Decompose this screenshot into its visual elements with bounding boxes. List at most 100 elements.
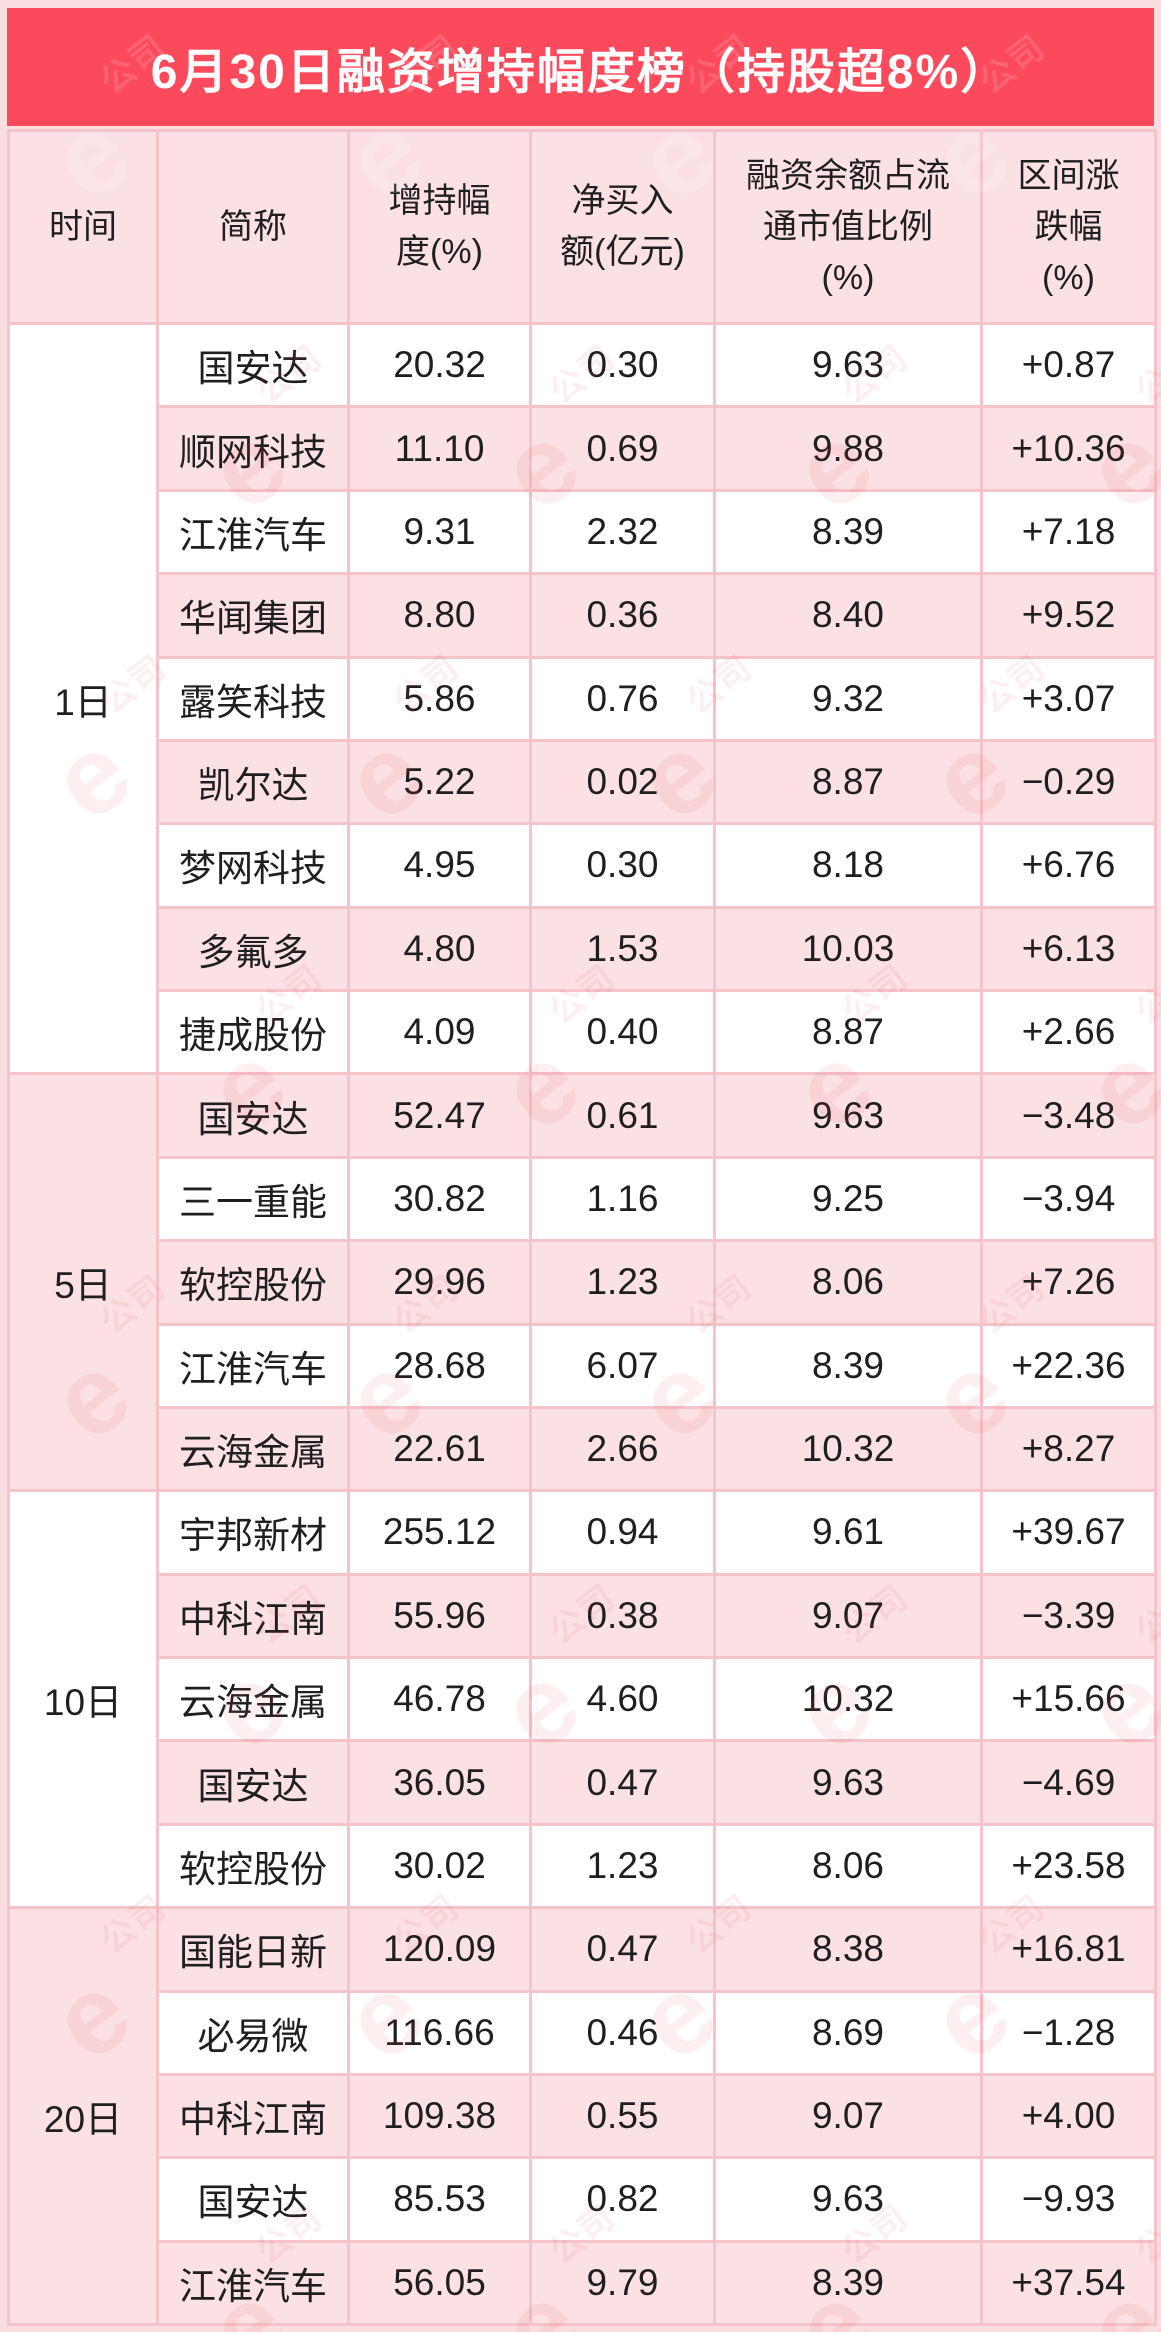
net-buy-amount: 0.02 [529,738,716,826]
range-change: +0.87 [980,321,1157,409]
time-cell: 1日 [7,321,159,1076]
net-buy-amount: 0.76 [529,655,716,742]
stock-name: 必易微 [156,1989,350,2076]
balance-ratio: 8.18 [713,822,983,909]
stock-name: 国安达 [156,2156,350,2243]
balance-ratio: 9.25 [713,1155,983,1243]
balance-ratio: 8.38 [713,1906,983,1993]
increase-pct: 20.32 [347,321,532,409]
stock-name: 软控股份 [156,1239,350,1326]
balance-ratio: 9.32 [713,655,983,742]
table-row: 国安达 36.05 0.47 9.63 −4.69 [9,1739,1157,1826]
net-buy-amount: 0.38 [529,1572,716,1660]
range-change: +10.36 [980,405,1157,492]
increase-pct: 28.68 [347,1322,532,1409]
range-change: −1.28 [980,1989,1157,2076]
net-buy-amount: 0.30 [529,822,716,909]
range-change: +7.18 [980,488,1157,576]
time-cell: 5日 [7,1072,159,1493]
range-change: +6.76 [980,822,1157,909]
increase-pct: 109.38 [347,2072,532,2160]
net-buy-amount: 2.32 [529,488,716,576]
range-change: +7.26 [980,1239,1157,1326]
table-row: 梦网科技 4.95 0.30 8.18 +6.76 [9,822,1157,909]
net-buy-amount: 1.23 [529,1239,716,1326]
time-cell: 20日 [7,1906,159,2326]
table-row: 顺网科技 11.10 0.69 9.88 +10.36 [9,405,1157,492]
table-row: 三一重能 30.82 1.16 9.25 −3.94 [9,1155,1157,1243]
table-row: 捷成股份 4.09 0.40 8.87 +2.66 [9,988,1157,1076]
table-row: 江淮汽车 56.05 9.79 8.39 +37.54 [9,2239,1157,2327]
balance-ratio: 9.61 [713,1489,983,1576]
stock-name: 软控股份 [156,1822,350,1910]
balance-ratio: 8.87 [713,988,983,1076]
balance-ratio: 8.39 [713,488,983,576]
increase-pct: 52.47 [347,1072,532,1159]
net-buy-amount: 2.66 [529,1405,716,1493]
stock-name: 云海金属 [156,1655,350,1743]
increase-pct: 9.31 [347,488,532,576]
stock-name: 宇邦新材 [156,1489,350,1576]
range-change: +15.66 [980,1655,1157,1743]
stock-name: 国安达 [156,1072,350,1159]
increase-pct: 120.09 [347,1906,532,1993]
table-row: 1日 国安达 20.32 0.30 9.63 +0.87 [7,321,1157,1076]
col-header-change: 区间涨 跌幅 (%) [980,129,1157,325]
range-change: +23.58 [980,1822,1157,1910]
range-change: −3.39 [980,1572,1157,1660]
stock-name: 顺网科技 [156,405,350,492]
increase-pct: 85.53 [347,2156,532,2243]
stock-name: 江淮汽车 [156,2239,350,2327]
balance-ratio: 8.39 [713,2239,983,2327]
balance-ratio: 8.06 [713,1822,983,1910]
stock-name: 凯尔达 [156,738,350,826]
table-row: 华闻集团 8.80 0.36 8.40 +9.52 [9,572,1157,659]
table-row: 中科江南 109.38 0.55 9.07 +4.00 [9,2072,1157,2160]
stock-name: 云海金属 [156,1405,350,1493]
stock-name: 露笑科技 [156,655,350,742]
net-buy-amount: 0.40 [529,988,716,1076]
increase-pct: 255.12 [347,1489,532,1576]
time-cell: 10日 [7,1489,159,1910]
net-buy-amount: 0.36 [529,572,716,659]
holdings-table: 时间 简称 增持幅 度(%) 净买入 额(亿元) 融资余额占流 通市值比例 (%) 区间… [7,129,1157,2327]
table-row: 10日 宇邦新材 255.12 0.94 9.61 +39.67 [7,1489,1157,1910]
stock-name: 江淮汽车 [156,488,350,576]
increase-pct: 4.80 [347,905,532,993]
net-buy-amount: 0.46 [529,1989,716,2076]
col-header-time: 时间 [7,129,159,325]
stock-name: 国安达 [156,321,350,409]
col-header-ratio: 融资余额占流 通市值比例 (%) [713,129,983,325]
balance-ratio: 9.88 [713,405,983,492]
balance-ratio: 10.03 [713,905,983,993]
range-change: +2.66 [980,988,1157,1076]
net-buy-amount: 0.61 [529,1072,716,1159]
increase-pct: 30.02 [347,1822,532,1910]
increase-pct: 29.96 [347,1239,532,1326]
balance-ratio: 10.32 [713,1405,983,1493]
stock-name: 梦网科技 [156,822,350,909]
range-change: −0.29 [980,738,1157,826]
increase-pct: 4.09 [347,988,532,1076]
net-buy-amount: 1.53 [529,905,716,993]
balance-ratio: 8.40 [713,572,983,659]
table-row: 露笑科技 5.86 0.76 9.32 +3.07 [9,655,1157,742]
net-buy-amount: 0.69 [529,405,716,492]
stock-name: 多氟多 [156,905,350,993]
stock-name: 国能日新 [156,1906,350,1993]
balance-ratio: 9.63 [713,1739,983,1826]
range-change: +37.54 [980,2239,1157,2327]
increase-pct: 22.61 [347,1405,532,1493]
increase-pct: 36.05 [347,1739,532,1826]
balance-ratio: 8.87 [713,738,983,826]
stock-name: 华闻集团 [156,572,350,659]
table-row: 软控股份 30.02 1.23 8.06 +23.58 [9,1822,1157,1910]
increase-pct: 8.80 [347,572,532,659]
range-change: +16.81 [980,1906,1157,1993]
range-change: −4.69 [980,1739,1157,1826]
balance-ratio: 9.07 [713,1572,983,1660]
table-row: 软控股份 29.96 1.23 8.06 +7.26 [9,1239,1157,1326]
increase-pct: 116.66 [347,1989,532,2076]
table-row: 江淮汽车 28.68 6.07 8.39 +22.36 [9,1322,1157,1409]
